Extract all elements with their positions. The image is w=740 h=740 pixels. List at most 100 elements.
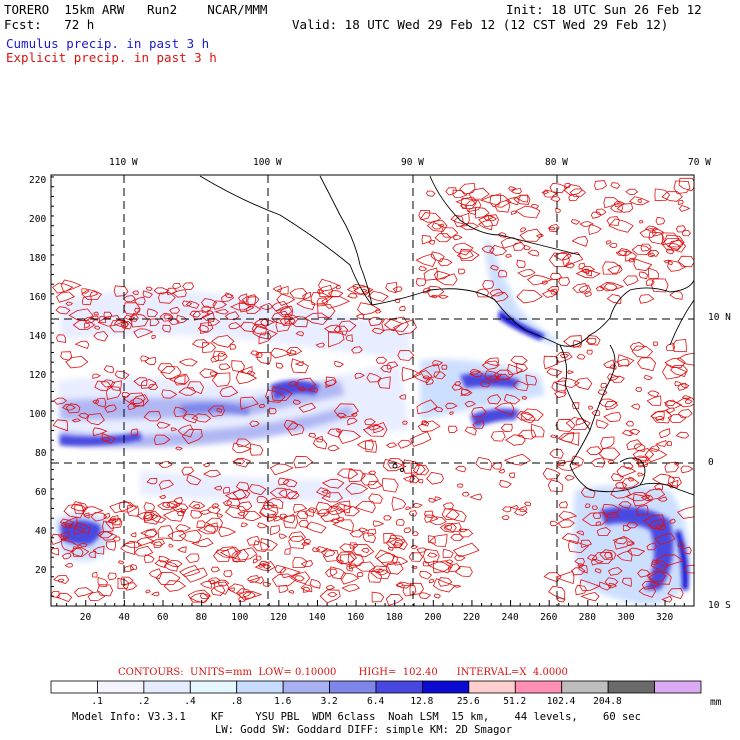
precip-contour (570, 219, 581, 225)
precip-contour (181, 466, 195, 476)
precip-contour (228, 587, 236, 592)
precip-contour (97, 315, 123, 327)
precip-contour (608, 218, 634, 233)
precip-contour (353, 544, 375, 558)
precip-contour (482, 279, 495, 290)
precip-contour (635, 387, 642, 392)
precip-contour (367, 290, 389, 302)
precip-contour (412, 502, 423, 508)
precip-contour (90, 291, 99, 298)
precip-contour (343, 505, 361, 517)
precip-contour (308, 387, 319, 393)
lat-label-10n: 10 N (708, 312, 731, 323)
precip-contour (665, 248, 675, 255)
precip-contour (428, 497, 436, 503)
precip-contour (325, 505, 346, 516)
precip-contour (130, 428, 139, 436)
precip-contour (302, 586, 311, 593)
colorbar-label: 12.8 (410, 696, 434, 707)
precip-contour (199, 592, 212, 600)
precip-contour (576, 530, 584, 536)
precip-contour (235, 588, 252, 599)
precip-contour (276, 293, 296, 306)
precip-contour (168, 318, 180, 326)
colorbar-label: .4 (184, 696, 196, 707)
precip-contour (654, 554, 685, 567)
precip-contour (677, 255, 694, 268)
precip-contour (461, 491, 470, 497)
precip-contour (94, 380, 113, 391)
precip-contour (516, 289, 543, 304)
precip-contour (397, 439, 412, 449)
precip-contour (464, 400, 476, 408)
precip-contour (197, 324, 209, 333)
precip-contour (121, 320, 133, 330)
precip-contour (289, 287, 308, 300)
precip-contour (479, 380, 491, 388)
precip-contour (315, 546, 328, 553)
precip-contour (248, 484, 267, 496)
precip-contour (186, 474, 202, 486)
precip-contour (318, 278, 340, 292)
precip-contour (181, 300, 193, 307)
precip-contour (677, 382, 687, 391)
precip-contour (171, 289, 187, 298)
precip-contour (383, 515, 392, 521)
precip-contour (597, 389, 608, 396)
precip-contour (437, 223, 445, 228)
precip-contour (367, 480, 383, 490)
precip-contour (336, 468, 359, 479)
y-tick-label: 220 (29, 174, 47, 186)
precip-contour (340, 572, 360, 585)
lon-label-80w: 80 W (545, 157, 568, 168)
precip-contour (168, 373, 190, 385)
precip-contour (541, 290, 557, 298)
precip-contour (146, 477, 158, 485)
precip-contour (117, 577, 130, 589)
precip-contour (222, 500, 233, 507)
precip-contour (239, 321, 258, 333)
colorbar-swatch (236, 680, 284, 694)
precip-contour (287, 590, 295, 594)
lon-label-90w: 90 W (401, 157, 424, 168)
precip-contour (205, 517, 223, 528)
precip-contour (650, 559, 669, 572)
precip-contour (658, 428, 671, 439)
precip-contour (371, 591, 385, 603)
precip-contour (256, 351, 272, 365)
precip-contour (103, 365, 115, 374)
precip-contour (142, 290, 153, 298)
precip-contour (437, 577, 453, 587)
precip-contour (117, 560, 125, 565)
precip-contour (286, 491, 300, 500)
precip-contour (451, 384, 463, 391)
precip-contour (628, 196, 650, 206)
precip-contour (681, 395, 692, 400)
precip-contour (157, 501, 179, 511)
precip-contour (459, 182, 476, 195)
precip-contour (295, 331, 305, 337)
precip-contour (100, 436, 111, 442)
x-tick-label: 320 (656, 612, 674, 623)
y-tick-label: 80 (35, 447, 47, 459)
precip-contour (348, 469, 366, 483)
precip-contour (189, 310, 201, 318)
precip-contour (543, 189, 558, 198)
precip-contour (121, 391, 131, 398)
precip-contour (210, 584, 226, 596)
precip-contour (290, 358, 309, 374)
precip-contour (254, 561, 276, 572)
precip-contour (173, 406, 188, 418)
precip-contour (239, 366, 253, 375)
precip-contour (517, 194, 529, 203)
precip-contour (364, 418, 376, 426)
precip-contour (603, 359, 615, 369)
precip-contour (625, 492, 651, 502)
precip-contour (321, 478, 345, 489)
precip-contour (349, 542, 359, 549)
precip-contour (503, 393, 521, 405)
precip-contour (177, 424, 194, 438)
precip-contour (285, 347, 303, 357)
precip-contour (186, 381, 204, 395)
precip-contour (616, 203, 634, 213)
